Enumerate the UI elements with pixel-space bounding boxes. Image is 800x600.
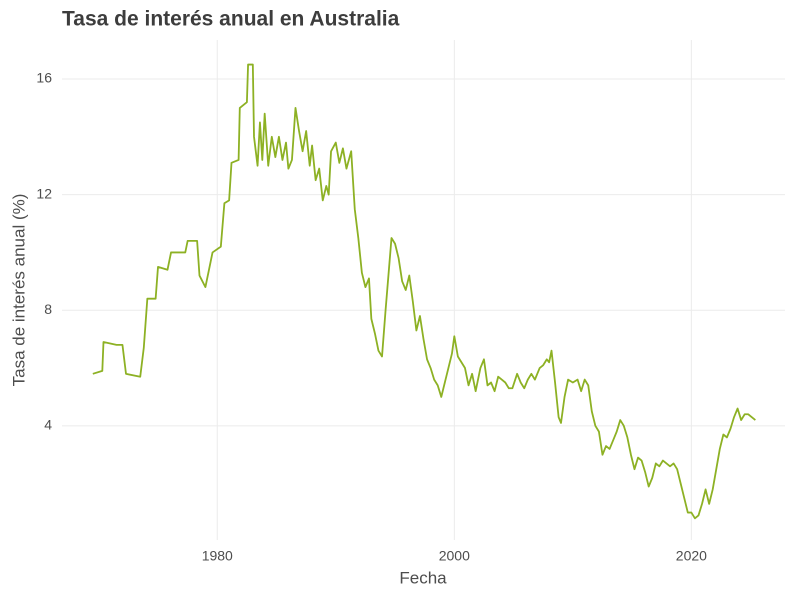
x-tick-label: 2000 [439,548,470,564]
x-tick-label: 1980 [202,548,233,564]
x-tick-label: 2020 [676,548,707,564]
y-tick-label: 4 [44,417,52,433]
y-tick-label: 12 [36,185,52,201]
chart-title: Tasa de interés anual en Australia [62,8,400,31]
y-tick-label: 8 [44,301,52,317]
data-line [92,63,756,520]
y-tick-label: 16 [36,70,52,86]
x-axis-label: Fecha [399,568,447,587]
y-axis-label: Tasa de interés anual (%) [9,194,28,387]
